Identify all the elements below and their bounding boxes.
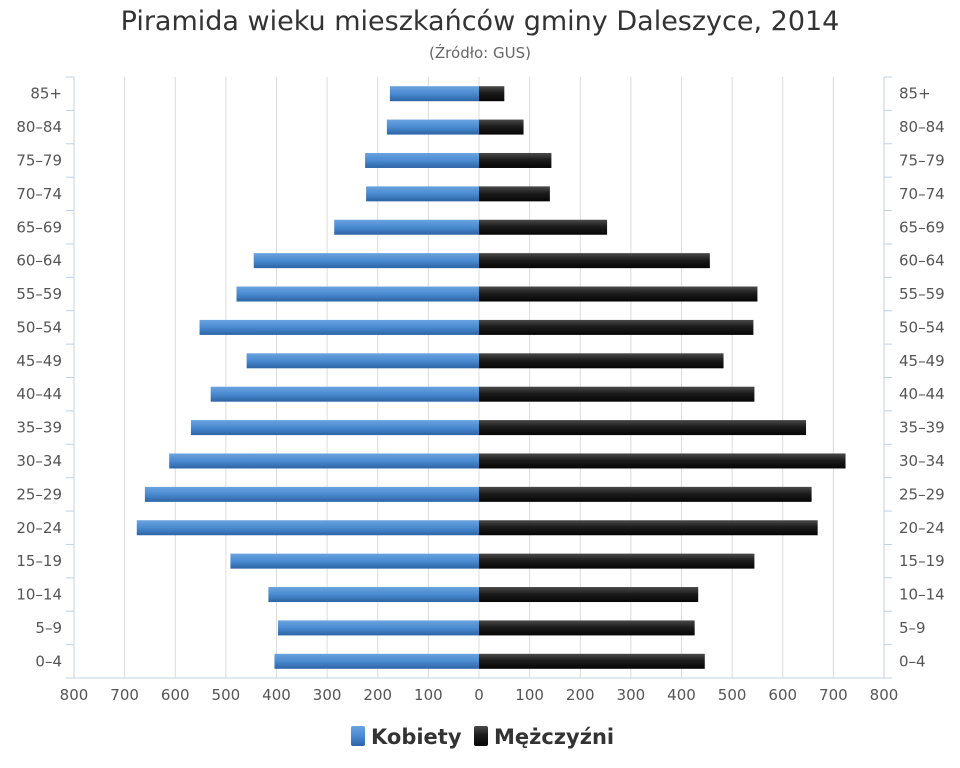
category-label-left: 85+ [30,85,62,103]
category-label-right: 10–14 [899,586,945,604]
x-tick-label: 100 [414,686,443,704]
x-tick-label: 400 [667,686,696,704]
category-label-left: 5–9 [35,619,62,637]
bar-mezczyzni [479,486,812,502]
x-tick-label: 600 [161,686,190,704]
x-tick-label: 500 [718,686,747,704]
bar-mezczyzni [479,152,552,168]
category-label-right: 20–24 [899,519,945,537]
category-label-left: 15–19 [16,552,62,570]
category-label-right: 5–9 [899,619,926,637]
bar-kobiety [278,620,479,636]
category-label-right: 65–69 [899,218,945,236]
bar-mezczyzni [479,253,710,269]
bar-kobiety [268,587,479,603]
x-tick-label: 200 [363,686,392,704]
bar-mezczyzni [479,520,818,536]
category-label-left: 60–64 [16,252,62,270]
legend-swatch-kobiety [351,726,365,746]
bar-kobiety [386,119,479,135]
chart-title: Piramida wieku mieszkańców gminy Daleszy… [120,6,840,37]
category-label-left: 50–54 [16,318,62,336]
bar-mezczyzni [479,620,695,636]
category-label-left: 65–69 [16,218,62,236]
category-label-left: 70–74 [16,185,62,203]
bar-mezczyzni [479,386,755,402]
bar-kobiety [199,319,480,335]
category-label-right: 40–44 [899,385,945,403]
category-label-right: 25–29 [899,485,945,503]
bar-kobiety [169,453,480,469]
category-label-left: 0–4 [35,652,62,670]
bar-mezczyzni [479,119,524,135]
category-label-right: 35–39 [899,419,945,437]
category-label-left: 75–79 [16,151,62,169]
category-label-left: 55–59 [16,285,62,303]
x-tick-label: 600 [768,686,797,704]
category-label-right: 75–79 [899,151,945,169]
category-label-left: 40–44 [16,385,62,403]
category-label-right: 60–64 [899,252,945,270]
x-tick-label: 700 [819,686,848,704]
category-label-right: 15–19 [899,552,945,570]
bar-kobiety [253,253,479,269]
bar-kobiety [136,520,479,536]
x-tick-label: 0 [474,686,484,704]
bar-kobiety [230,553,479,569]
category-label-left: 80–84 [16,118,62,136]
bar-kobiety [334,219,479,235]
bar-kobiety [389,86,479,102]
category-label-right: 80–84 [899,118,945,136]
x-tick-label: 700 [110,686,139,704]
bar-mezczyzni [479,319,754,335]
legend-label-kobiety: Kobiety [371,725,462,749]
category-label-right: 70–74 [899,185,945,203]
chart-subtitle: (Źródło: GUS) [429,44,531,62]
category-label-right: 55–59 [899,285,945,303]
category-label-right: 85+ [899,85,931,103]
bar-kobiety [365,152,479,168]
category-label-right: 30–34 [899,452,945,470]
x-tick-label: 300 [313,686,342,704]
bar-mezczyzni [479,420,807,436]
category-label-left: 35–39 [16,419,62,437]
category-label-left: 25–29 [16,485,62,503]
bar-kobiety [366,186,479,202]
bar-mezczyzni [479,286,758,302]
category-label-left: 30–34 [16,452,62,470]
bar-kobiety [236,286,479,302]
x-tick-label: 200 [566,686,595,704]
bar-mezczyzni [479,186,550,202]
bar-kobiety [274,653,479,669]
bar-mezczyzni [479,219,608,235]
x-tick-label: 300 [617,686,646,704]
bar-mezczyzni [479,653,705,669]
legend-swatch-mezczyzni [474,726,488,746]
category-label-right: 0–4 [899,652,926,670]
bar-mezczyzni [479,353,724,369]
x-tick-label: 800 [870,686,899,704]
category-label-right: 45–49 [899,352,945,370]
bar-kobiety [210,386,479,402]
category-label-left: 20–24 [16,519,62,537]
x-tick-label: 100 [515,686,544,704]
x-tick-label: 400 [262,686,291,704]
category-label-left: 10–14 [16,586,62,604]
bar-mezczyzni [479,86,505,102]
bar-kobiety [190,420,479,436]
bar-kobiety [246,353,479,369]
bar-kobiety [144,486,479,502]
bar-mezczyzni [479,587,699,603]
category-label-left: 45–49 [16,352,62,370]
x-tick-label: 500 [212,686,241,704]
category-label-right: 50–54 [899,318,945,336]
x-tick-label: 800 [60,686,89,704]
bar-mezczyzni [479,453,846,469]
bar-mezczyzni [479,553,755,569]
legend-label-mezczyzni: Mężczyźni [494,725,614,749]
